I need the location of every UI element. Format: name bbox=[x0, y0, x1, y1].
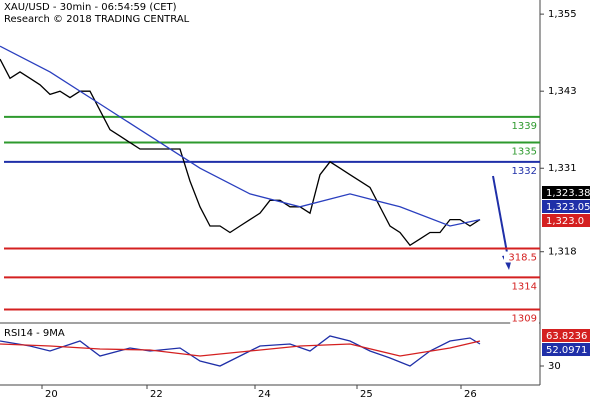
level-label-bg bbox=[510, 145, 539, 157]
series-line bbox=[0, 45, 481, 227]
series-line bbox=[0, 335, 481, 367]
x-tick-label: 25 bbox=[360, 389, 373, 400]
y-tick-label: 1,331 bbox=[548, 163, 577, 174]
level-label-bg bbox=[510, 164, 539, 176]
y-tick-label: 1,318 bbox=[548, 247, 577, 258]
y-tick-label: 1,343 bbox=[548, 86, 577, 97]
x-tick-label: 26 bbox=[464, 389, 477, 400]
series-line bbox=[0, 340, 481, 357]
last-value-box bbox=[542, 214, 590, 227]
y-tick-label: 30 bbox=[548, 361, 561, 372]
y-tick-label: 1,355 bbox=[548, 9, 577, 20]
level-label: 318.5 bbox=[508, 253, 537, 264]
level-label-bg bbox=[510, 280, 539, 292]
last-value-label: 1,323.38 bbox=[546, 188, 590, 199]
level-label-bg bbox=[510, 312, 539, 324]
forecast-arrow bbox=[492, 175, 509, 259]
level-label-bg bbox=[504, 251, 539, 263]
x-tick-label: 20 bbox=[45, 389, 58, 400]
x-tick-label: 22 bbox=[150, 389, 163, 400]
last-value-label: 52.0971 bbox=[546, 345, 587, 356]
chart-title: XAU/USD - 30min - 06:54:59 (CET) bbox=[4, 2, 177, 13]
level-label: 1339 bbox=[512, 121, 537, 132]
x-tick-label: 24 bbox=[258, 389, 271, 400]
level-label: 1332 bbox=[512, 166, 537, 177]
last-value-label: 1,323.0 bbox=[546, 216, 584, 227]
last-value-label: 63.8236 bbox=[546, 331, 587, 342]
last-value-box bbox=[542, 343, 590, 356]
last-value-label: 1,323.05 bbox=[546, 202, 590, 213]
level-label: 1314 bbox=[512, 281, 537, 292]
level-label: 1335 bbox=[512, 147, 537, 158]
last-value-box bbox=[542, 200, 590, 213]
chart-subtitle: Research © 2018 TRADING CENTRAL bbox=[4, 14, 190, 25]
last-value-box bbox=[542, 329, 590, 342]
level-label-bg bbox=[510, 119, 539, 131]
rsi-title: RSI14 - 9MA bbox=[4, 328, 65, 339]
last-value-box bbox=[542, 186, 590, 199]
level-label: 1309 bbox=[512, 314, 537, 325]
